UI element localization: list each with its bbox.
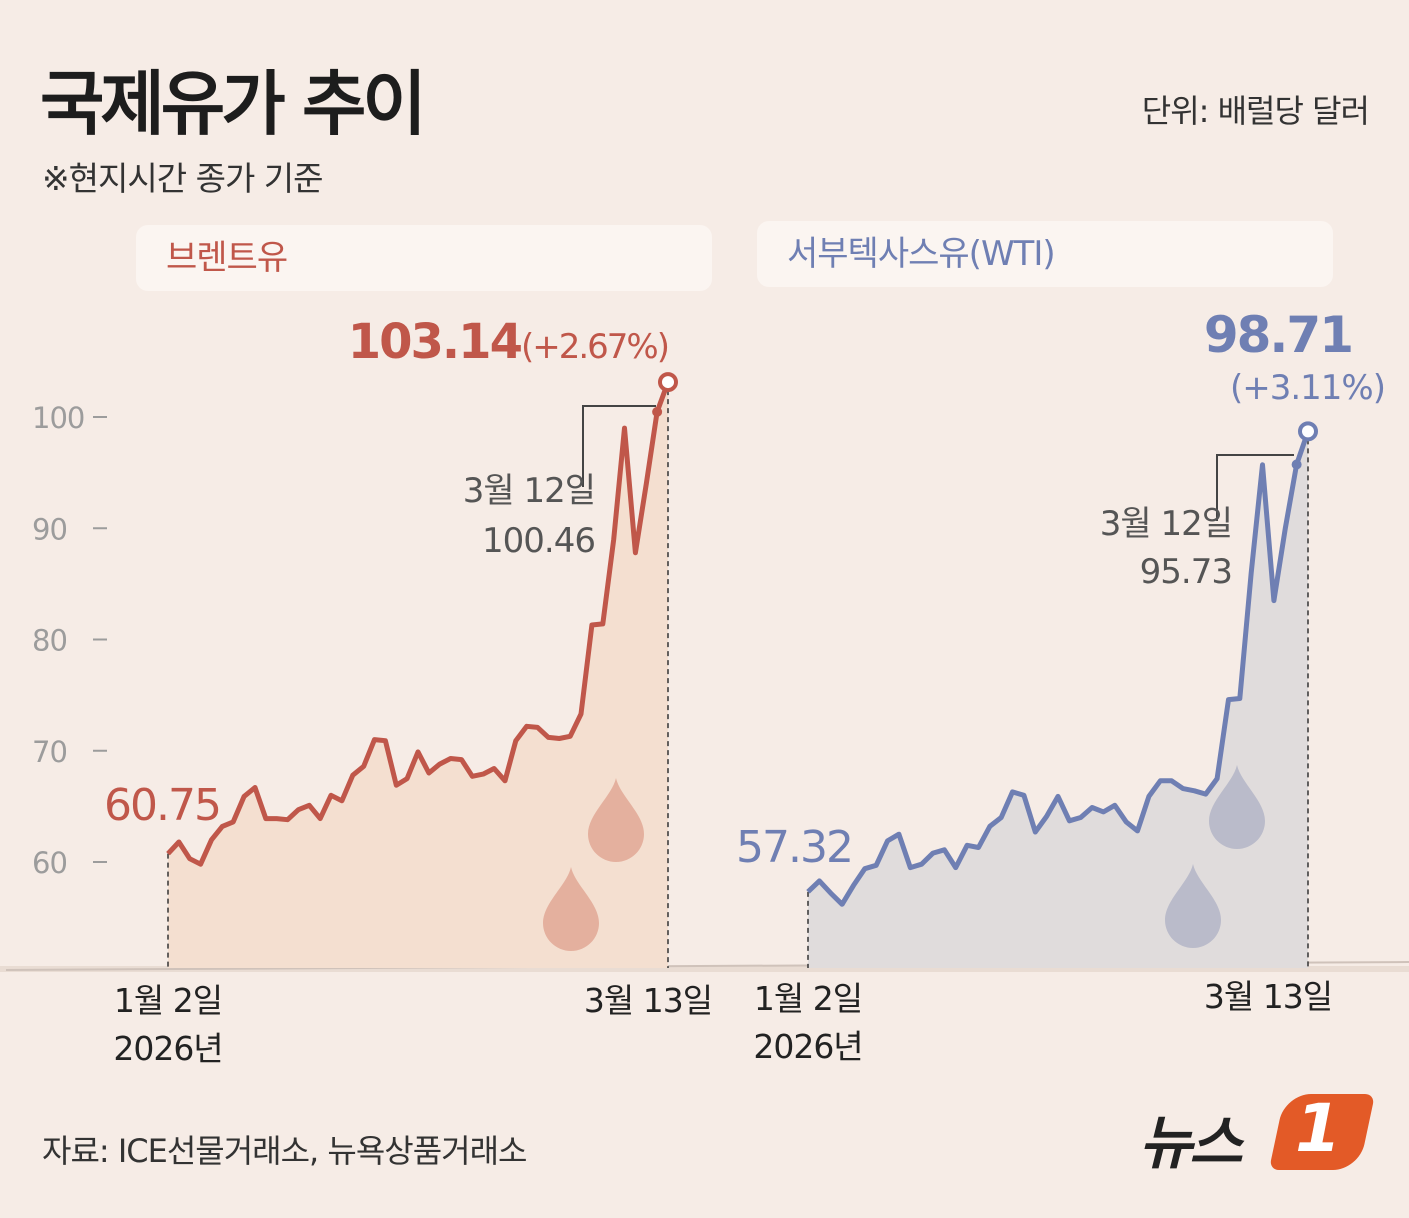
brent-prev-point [652,406,663,417]
brent-prev-leader [582,405,656,487]
brent-panel-title: 브렌트유 [136,225,712,291]
brent-start-value: 60.75 [104,780,220,831]
wti-area [808,431,1308,968]
page-title: 국제유가 추이 [40,63,427,145]
wti-x-end-label: 3월 13일 [1204,977,1332,1016]
wti-panel-title: 서부텍사스유(WTI) [757,221,1333,287]
brent-x-end-label: 3월 13일 [584,981,712,1020]
end-value-number: 103.14 [348,314,522,370]
y-tick-label: 90 [32,512,67,546]
brent-prev-value: 100.46 [482,521,595,561]
wti-x-start-label: 1월 2일 [754,979,862,1018]
brent-prev-label: 3월 12일 [463,471,595,511]
brent-end-value: 103.14(+2.67%) [348,314,668,370]
source-note: 자료: ICE선물거래소, 뉴욕상품거래소 [42,1132,527,1170]
wti-end-value: 98.71 [1204,306,1352,364]
y-tick-label: 80 [32,624,67,658]
brent-end-point [658,372,678,393]
baseline-band [0,966,1409,972]
wti-start-value: 57.32 [736,822,852,873]
wti-line [806,430,1311,907]
wti-prev-point [1291,459,1302,470]
wti-end-point [1298,421,1318,442]
y-tick-label: 60 [32,846,67,880]
unit-note: 단위: 배럴당 달러 [1141,92,1370,130]
basis-note: ※현지시간 종가 기준 [42,159,324,198]
oil-price-chart: 60 70 80 90 100 60.75 103.14(+2.67%) 3월 12일 100.… [0,306,1409,1068]
oil-drop-icon [543,867,599,951]
wti-prev-value: 95.73 [1140,552,1232,592]
brent-area [168,382,668,969]
wti-x-start-year: 2026년 [753,1027,862,1066]
wti-prev-label: 3월 12일 [1100,504,1232,544]
end-change-percent: (+2.67%) [521,327,668,367]
logo-badge-number: 1 [1295,1090,1341,1167]
oil-drop-icon [588,778,644,862]
wti-end-change: (+3.11%) [1230,368,1385,408]
oil-drop-icon [1165,864,1221,948]
brent-x-start-label: 1월 2일 [114,981,222,1020]
logo-text: 뉴스 [1139,1109,1243,1177]
y-tick-label: 100 [32,401,84,435]
brent-line [166,381,671,867]
wti-prev-leader [1216,454,1294,521]
news1-logo: 뉴스 1 [1129,1088,1379,1178]
oil-drop-icon [1209,765,1265,849]
y-tick-label: 70 [32,735,67,769]
brent-x-start-year: 2026년 [113,1029,222,1068]
